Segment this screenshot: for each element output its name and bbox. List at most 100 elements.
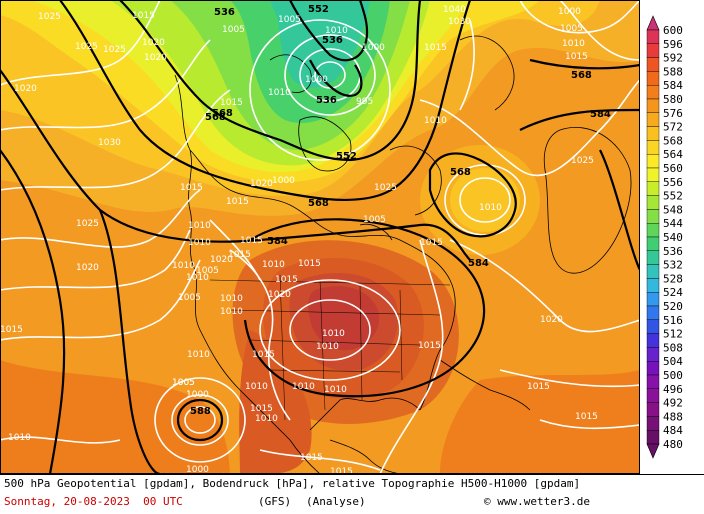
pressure-label: 1020 — [14, 84, 37, 94]
pressure-label: 1005 — [278, 15, 301, 25]
legend-level-label: 560 — [663, 162, 683, 175]
legend-level-label: 480 — [663, 438, 683, 451]
geopotential-label: 584 — [590, 109, 611, 120]
pressure-label: 1020 — [142, 38, 165, 48]
pressure-label: 1010 — [562, 39, 585, 49]
geopotential-label: 568 — [571, 70, 592, 81]
pressure-label: 1010 — [8, 433, 31, 443]
geopotential-label: 584 — [267, 236, 288, 247]
weather-map: 536 552 536 536 568 552 568 584 568 584 … — [0, 0, 640, 474]
pressure-label: 1010 — [188, 238, 211, 248]
geopotential-label: 568 — [308, 198, 329, 209]
legend-level-label: 528 — [663, 272, 683, 285]
legend-swatch — [646, 195, 660, 210]
pressure-label: 1015 — [565, 52, 588, 62]
pressure-label: 1020 — [76, 263, 99, 273]
legend-level-label: 544 — [663, 217, 683, 230]
pressure-label: 1025 — [374, 183, 397, 193]
legend-level-label: 540 — [663, 231, 683, 244]
pressure-label: 1015 — [300, 453, 323, 463]
caption-date: Sonntag, 20-08-2023 00 UTC — [4, 495, 183, 508]
legend-level-label: 572 — [663, 121, 683, 134]
topography-field-atlantic-south — [440, 370, 640, 474]
legend-swatch — [646, 71, 660, 86]
pressure-label: 1005 — [196, 266, 219, 276]
pressure-label: 1010 — [172, 261, 195, 271]
pressure-label: 1015 — [252, 350, 275, 360]
legend-level-label: 556 — [663, 176, 683, 189]
pressure-label: 995 — [356, 97, 373, 107]
isobars — [0, 0, 640, 474]
legend-arrow-top — [646, 15, 660, 31]
legend-level-label: 488 — [663, 410, 683, 423]
pressure-label: 1010 — [220, 294, 243, 304]
geopotential-label: 552 — [308, 4, 329, 15]
geopotential-label: 536 — [316, 95, 337, 106]
legend-level-label: 552 — [663, 190, 683, 203]
legend-swatch — [646, 264, 660, 279]
legend-swatch — [646, 43, 660, 58]
legend-level-label: 568 — [663, 134, 683, 147]
legend-swatch — [646, 209, 660, 224]
pressure-label: 1005 — [363, 215, 386, 225]
legend-swatch — [646, 222, 660, 238]
pressure-label: 1015 — [418, 341, 441, 351]
pressure-label: 1015 — [180, 183, 203, 193]
legend-level-label: 548 — [663, 203, 683, 216]
pressure-label: 1025 — [103, 45, 126, 55]
legend-swatch — [646, 361, 660, 376]
pressure-label: 1015 — [275, 275, 298, 285]
legend-swatch — [646, 430, 660, 445]
pressure-label: 1015 — [240, 236, 263, 246]
legend-level-label: 596 — [663, 38, 683, 51]
legend-swatch — [646, 374, 660, 390]
pressure-label: 1020 — [540, 315, 563, 325]
legend-swatch — [646, 126, 660, 141]
topography-field-pacific-south — [0, 360, 230, 474]
geopotential-label: 568 — [205, 112, 226, 123]
legend-level-label: 516 — [663, 314, 683, 327]
legend-level-label: 504 — [663, 355, 683, 368]
pressure-label: 1000 — [362, 43, 385, 53]
pressure-label: 1015 — [298, 259, 321, 269]
pressure-label: 1010 — [262, 260, 285, 270]
pressure-label: 1015 — [424, 43, 447, 53]
legend-level-label: 496 — [663, 383, 683, 396]
legend-swatch — [646, 278, 660, 293]
legend-level-label: 576 — [663, 107, 683, 120]
geopotential-label: 584 — [468, 258, 489, 269]
legend-swatch — [646, 402, 660, 417]
pressure-label: 1000 — [558, 7, 581, 17]
pressure-labels: 1025 1015 1025 1020 1025 1020 1020 1015 … — [0, 5, 598, 474]
caption-model: (GFS) — [258, 495, 292, 508]
geopotential-label: 568 — [450, 167, 471, 178]
pressure-label: 1030 — [98, 138, 121, 148]
geopotential-label: 536 — [214, 7, 235, 18]
pressure-label: 1020 — [268, 290, 291, 300]
legend-level-label: 500 — [663, 369, 683, 382]
geopotential-contours — [0, 0, 640, 474]
legend-swatch — [646, 305, 660, 321]
geopotential-label: 588 — [190, 406, 211, 417]
pressure-label: 1010 — [268, 88, 291, 98]
state-borders — [209, 274, 451, 421]
geopotential-labels: 536 552 536 536 568 552 568 584 568 584 … — [190, 4, 611, 417]
pressure-label: 1020 — [250, 179, 273, 189]
legend-swatch — [646, 153, 660, 169]
legend-level-label: 532 — [663, 259, 683, 272]
pressure-label: 1010 — [255, 414, 278, 424]
pressure-label: 1010 — [479, 203, 502, 213]
legend-swatch — [646, 140, 660, 155]
pressure-label: 1015 — [330, 467, 353, 474]
color-legend: 600 596 592 588 584 580 576 572 568 564 560 556 552 5… — [640, 0, 704, 474]
pressure-label: 1005 — [172, 378, 195, 388]
legend-level-label: 588 — [663, 65, 683, 78]
legend-swatch — [646, 112, 660, 127]
legend-swatch — [646, 319, 660, 334]
pressure-label: 1010 — [220, 307, 243, 317]
legend-level-label: 508 — [663, 341, 683, 354]
map-canvas: 536 552 536 536 568 552 568 584 568 584 … — [0, 0, 640, 474]
topography-field-mexico — [239, 330, 312, 474]
topography-field-heat-588 — [308, 286, 380, 351]
pressure-label: 1030 — [448, 17, 471, 27]
